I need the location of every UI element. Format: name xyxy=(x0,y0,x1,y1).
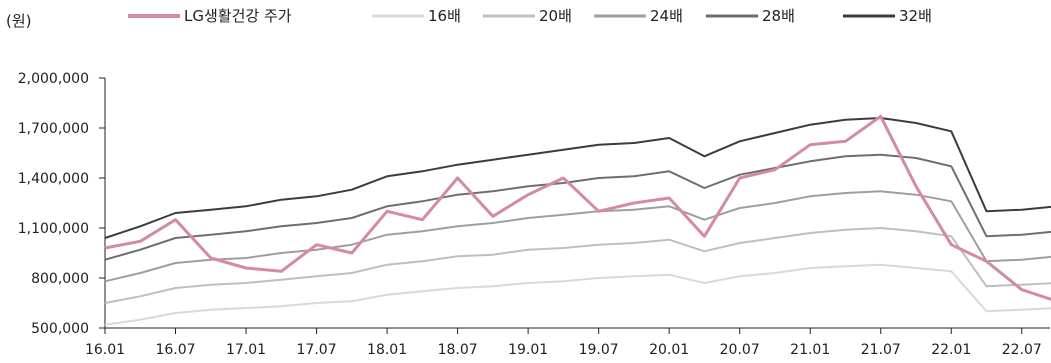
x-tick-label: 16.07 xyxy=(155,342,195,358)
legend-label-0: LG생활건강 주가 xyxy=(184,7,292,25)
x-tick-label: 20.01 xyxy=(649,342,689,358)
legend-label-5: 32배 xyxy=(899,7,932,25)
series-line-1 xyxy=(104,263,1051,326)
legend-label-2: 20배 xyxy=(539,7,572,25)
y-tick-label: 800,000 xyxy=(31,271,89,287)
x-tick-label: 20.07 xyxy=(720,342,760,358)
x-tick-label: 22.07 xyxy=(1002,342,1042,358)
legend-label-4: 28배 xyxy=(762,7,795,25)
chart-series xyxy=(104,114,1051,326)
x-tick-label: 19.07 xyxy=(579,342,619,358)
x-tick-label: 17.01 xyxy=(226,342,266,358)
legend: LG생활건강 주가 16배 20배 24배 28배 32배 xyxy=(128,7,932,25)
series-line-3 xyxy=(104,190,1051,283)
x-tick-label: 18.01 xyxy=(367,342,407,358)
x-tick-label: 18.07 xyxy=(438,342,478,358)
y-tick-label: 500,000 xyxy=(31,321,89,337)
x-tick-label: 19.01 xyxy=(508,342,548,358)
y-tick-label: 1,700,000 xyxy=(18,121,89,137)
x-tick-label: 21.01 xyxy=(790,342,830,358)
y-tick-label: 1,100,000 xyxy=(18,221,89,237)
y-axis-unit-label: (원) xyxy=(6,12,32,30)
y-tick-label: 1,400,000 xyxy=(18,171,89,187)
y-tick-label: 2,000,000 xyxy=(18,71,89,87)
x-tick-label: 16.01 xyxy=(85,342,125,358)
series-line-5 xyxy=(104,117,1051,239)
legend-label-3: 24배 xyxy=(650,7,683,25)
series-line-0 xyxy=(104,114,1051,301)
x-tick-label: 17.07 xyxy=(297,342,337,358)
x-tick-label: 21.07 xyxy=(861,342,901,358)
series-line-2 xyxy=(104,227,1051,304)
series-line-4 xyxy=(104,153,1051,261)
legend-label-1: 16배 xyxy=(428,7,461,25)
x-tick-label: 22.01 xyxy=(931,342,971,358)
chart-axes: 500,000 800,000 1,100,000 1,400,000 1,700,00… xyxy=(18,71,1050,358)
